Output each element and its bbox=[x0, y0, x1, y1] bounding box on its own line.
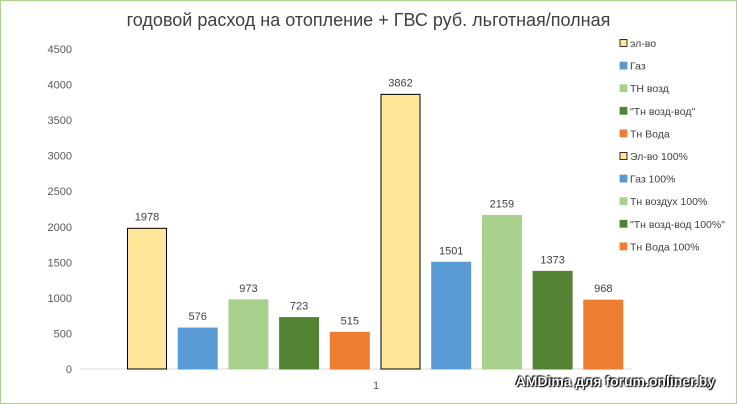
bar bbox=[177, 327, 218, 370]
watermark: AMDima для forum.onliner.by bbox=[515, 373, 715, 389]
y-tick-label: 1500 bbox=[48, 257, 72, 269]
data-label: 973 bbox=[239, 283, 257, 295]
legend-label: "Тн возд-вод 100%" bbox=[630, 219, 725, 231]
bar bbox=[431, 261, 472, 370]
bar bbox=[481, 214, 522, 370]
bar bbox=[228, 299, 269, 370]
data-label: 576 bbox=[189, 311, 207, 323]
data-label: 723 bbox=[290, 301, 308, 313]
legend-label: Газ bbox=[630, 61, 646, 73]
legend-swatch bbox=[619, 39, 628, 47]
y-tick-label: 500 bbox=[54, 328, 72, 340]
legend-label: Тн Вода 100% bbox=[630, 241, 699, 253]
y-tick-label: 4000 bbox=[48, 80, 72, 92]
bar bbox=[329, 331, 370, 370]
data-label: 3862 bbox=[388, 77, 412, 89]
legend-label: ТН возд bbox=[630, 83, 669, 95]
y-tick-label: 1000 bbox=[48, 293, 72, 305]
legend-swatch bbox=[619, 106, 628, 115]
y-tick-label: 3000 bbox=[48, 151, 72, 163]
legend-swatch bbox=[619, 84, 628, 93]
legend-swatch bbox=[619, 152, 628, 160]
legend-swatch bbox=[619, 129, 628, 138]
chart-title: годовой расход на отопление + ГВС руб. л… bbox=[126, 10, 611, 30]
y-tick-label: 2500 bbox=[48, 186, 72, 198]
legend-label: эл-во bbox=[630, 38, 656, 50]
data-label: 968 bbox=[594, 283, 612, 295]
data-label: 515 bbox=[341, 315, 359, 327]
x-tick-label: 1 bbox=[373, 380, 379, 392]
data-label: 1978 bbox=[135, 211, 159, 223]
legend-label: Тн Вода bbox=[630, 128, 670, 140]
data-label: 2159 bbox=[490, 198, 514, 210]
data-label: 1373 bbox=[540, 254, 564, 266]
data-label: 1501 bbox=[439, 245, 463, 257]
y-tick-label: 3500 bbox=[48, 115, 72, 127]
legend-swatch bbox=[619, 174, 628, 183]
bar bbox=[583, 299, 624, 370]
y-tick-label: 4500 bbox=[48, 44, 72, 56]
legend-swatch bbox=[619, 219, 628, 228]
y-tick-label: 0 bbox=[66, 364, 72, 376]
legend-label: "Тн возд-вод" bbox=[630, 106, 695, 118]
y-tick-label: 2000 bbox=[48, 222, 72, 234]
legend-swatch bbox=[619, 242, 628, 251]
bar bbox=[127, 227, 167, 370]
legend-swatch bbox=[619, 197, 628, 206]
bar bbox=[380, 93, 421, 370]
legend-label: Тн воздух 100% bbox=[630, 196, 707, 208]
bar bbox=[532, 270, 573, 370]
legend-swatch bbox=[619, 61, 628, 70]
legend-label: Газ 100% bbox=[630, 174, 675, 186]
legend-label: Эл-во 100% bbox=[630, 151, 688, 163]
bar bbox=[279, 317, 320, 370]
